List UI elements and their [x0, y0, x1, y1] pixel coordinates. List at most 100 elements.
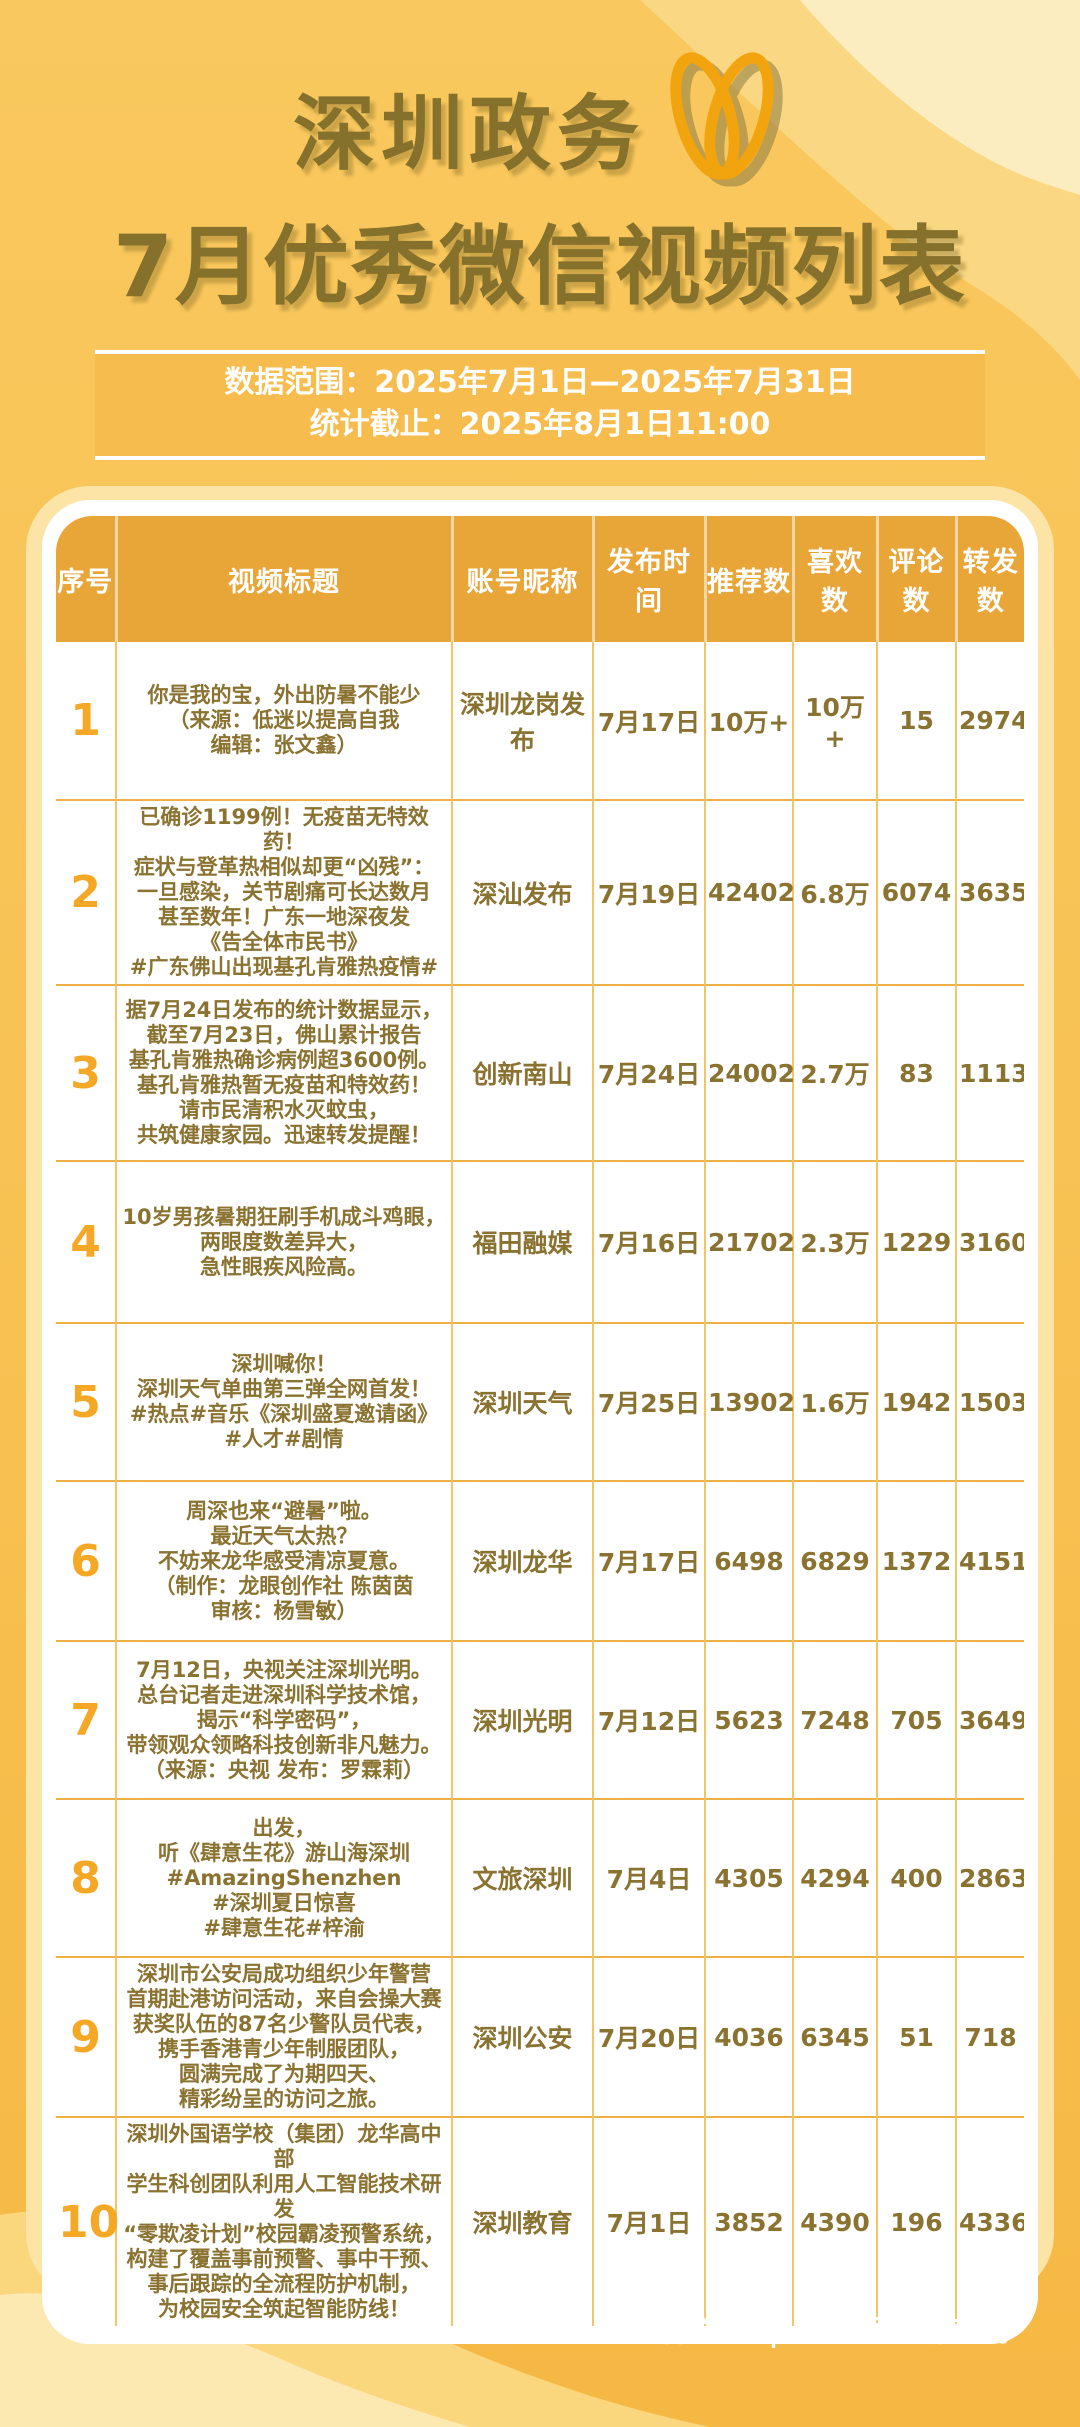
share-count: 36491 — [956, 1640, 1024, 1799]
video-title: 7月12日，央视关注深圳光明。 总台记者走进深圳科学技术馆， 揭示“科学密码”，… — [116, 1640, 453, 1799]
row-number: 5 — [56, 1322, 117, 1481]
account-name: 深圳天气 — [452, 1322, 594, 1481]
share-count: 297457 — [959, 706, 1024, 735]
row-number: 9 — [56, 1956, 117, 2117]
table-card: 序号 视频标题 账号昵称 发布时间 推荐数 喜欢数 评论数 转发数 1 你是我的宝… — [42, 500, 1038, 2344]
data-range-text: 数据范围：2025年7月1日—2025年7月31日 — [224, 365, 856, 400]
row-number: 10 — [56, 2116, 119, 2326]
like-count: 6345 — [793, 1956, 878, 2117]
comment-count: 6074 — [877, 799, 957, 985]
account-name: 深圳教育 — [452, 2116, 594, 2326]
table-row: 10 深圳外国语学校（集团）龙华高中部 学生科创团队利用人工智能技术研发 “零欺凌… — [56, 2116, 1024, 2326]
share-count: 4151 — [956, 1480, 1024, 1641]
video-title: 10岁男孩暑期狂刷手机成斗鸡眼， 两眼度数差异大， 急性眼疾风险高。 — [116, 1160, 453, 1323]
comment-count: 196 — [877, 2116, 957, 2326]
col-header-recommends: 推荐数 — [705, 516, 795, 642]
publish-date: 7月19日 — [593, 799, 706, 985]
stat-deadline-text: 统计截止：2025年8月1日11:00 — [309, 407, 771, 442]
col-header-account: 账号昵称 — [452, 516, 595, 642]
account-name: 福田融媒 — [452, 1160, 594, 1323]
video-title: 深圳市公安局成功组织少年警营 首期赴港访问活动，来自会操大赛 获奖队伍的87名少… — [116, 1956, 453, 2117]
comment-count: 1372 — [877, 1480, 957, 1641]
video-title: 据7月24日发布的统计数据显示， 截至7月23日，佛山累计报告 基孔肯雅热确诊病… — [116, 984, 453, 1161]
publish-date: 7月24日 — [593, 984, 706, 1161]
video-title: 出发， 听《肆意生花》游山海深圳 #AmazingShenzhen #深圳夏日惊… — [116, 1798, 453, 1957]
share-count: 363504 — [956, 799, 1024, 985]
share-count: 2863 — [956, 1798, 1024, 1957]
col-header-date: 发布时间 — [593, 516, 707, 642]
recommend-count: 21702 — [705, 1160, 795, 1323]
publish-date: 7月20日 — [593, 1956, 706, 2117]
like-count: 4390 — [793, 2116, 878, 2326]
recommend-count: 10万+ — [705, 642, 794, 800]
wechat-channels-icon — [670, 52, 783, 187]
comment-count: 51 — [877, 1956, 957, 2117]
col-header-likes: 喜欢数 — [793, 516, 879, 642]
row-number: 6 — [56, 1480, 117, 1641]
like-count: 1.6万 — [793, 1322, 878, 1481]
table-row: 1 你是我的宝，外出防暑不能少 （来源：低迷以提高自我 编辑：张文鑫） 深圳龙岗发布… — [56, 642, 1024, 800]
table-row: 6 周深也来“避暑”啦。 最近天气太热？ 不妨来龙华感受清凉夏意。 （制作：龙眼创… — [56, 1480, 1024, 1641]
video-title: 深圳喊你！ 深圳天气单曲第三弹全网首发！ #热点#音乐《深圳盛夏邀请函》 #人才… — [116, 1322, 453, 1481]
video-title: 深圳外国语学校（集团）龙华高中部 学生科创团队利用人工智能技术研发 “零欺凌计划… — [116, 2116, 453, 2326]
comment-count: 15 — [877, 642, 957, 800]
publish-date: 7月25日 — [593, 1322, 706, 1481]
table-row: 8 出发， 听《肆意生花》游山海深圳 #AmazingShenzhen #深圳夏日… — [56, 1798, 1024, 1957]
page-title-line1: 深圳政务 — [292, 86, 645, 182]
account-name: 创新南山 — [452, 984, 594, 1161]
like-count: 10万+ — [793, 642, 878, 800]
comment-count: 400 — [877, 1798, 957, 1957]
share-count: 111357 — [956, 984, 1024, 1161]
publish-date: 7月17日 — [593, 1480, 706, 1641]
col-header-title: 视频标题 — [116, 516, 454, 642]
video-title: 你是我的宝，外出防暑不能少 （来源：低迷以提高自我 编辑：张文鑫） — [116, 642, 453, 800]
row-number: 8 — [56, 1798, 117, 1957]
account-name: 深圳公安 — [452, 1956, 594, 2117]
like-count: 6829 — [793, 1480, 878, 1641]
row-number: 4 — [56, 1160, 117, 1323]
table-row: 5 深圳喊你！ 深圳天气单曲第三弹全网首发！ #热点#音乐《深圳盛夏邀请函》 #人… — [56, 1322, 1024, 1481]
account-name: 深圳光明 — [452, 1640, 594, 1799]
row-number: 3 — [56, 984, 117, 1161]
video-title: 已确诊1199例！无疫苗无特效药！ 症状与登革热相似却更“凶残”： 一旦感染，关… — [116, 799, 453, 985]
col-header-serial: 序号 — [56, 516, 118, 642]
video-rank-table: 序号 视频标题 账号昵称 发布时间 推荐数 喜欢数 评论数 转发数 1 你是我的宝… — [56, 516, 1024, 2326]
recommend-count: 4036 — [705, 1956, 794, 2117]
table-body: 1 你是我的宝，外出防暑不能少 （来源：低迷以提高自我 编辑：张文鑫） 深圳龙岗发布… — [56, 642, 1024, 2326]
publish-date: 7月12日 — [593, 1640, 706, 1799]
account-name: 深圳龙华 — [452, 1480, 594, 1641]
publish-date: 7月17日 — [593, 642, 706, 800]
comment-count: 1942 — [877, 1322, 957, 1481]
header: 深圳政务 7月优秀微信视频列表 — [0, 52, 1080, 321]
share-count: 15038 — [956, 1322, 1024, 1481]
account-name: 深汕发布 — [452, 799, 594, 985]
publish-date: 7月1日 — [593, 2116, 706, 2326]
account-name: 文旅深圳 — [452, 1798, 594, 1957]
col-header-shares: 转发数 — [956, 516, 1024, 642]
like-count: 2.7万 — [793, 984, 878, 1161]
like-count: 4294 — [793, 1798, 878, 1957]
table-row: 3 据7月24日发布的统计数据显示， 截至7月23日，佛山累计报告 基孔肯雅热确诊… — [56, 984, 1024, 1161]
recommend-count: 42402 — [705, 799, 795, 985]
publish-date: 7月4日 — [593, 1798, 706, 1957]
table-row: 2 已确诊1199例！无疫苗无特效药！ 症状与登革热相似却更“凶残”： 一旦感染，… — [56, 799, 1024, 985]
col-header-comments: 评论数 — [877, 516, 958, 642]
share-count: 316089 — [956, 1160, 1024, 1323]
recommend-count: 5623 — [705, 1640, 794, 1799]
comment-count: 83 — [877, 984, 957, 1161]
table-row: 7 7月12日，央视关注深圳光明。 总台记者走进深圳科学技术馆， 揭示“科学密码”… — [56, 1640, 1024, 1799]
row-number: 7 — [56, 1640, 117, 1799]
table-row: 4 10岁男孩暑期狂刷手机成斗鸡眼， 两眼度数差异大， 急性眼疾风险高。 福田融媒 7… — [56, 1160, 1024, 1323]
meta-band: 数据范围：2025年7月1日—2025年7月31日 统计截止：2025年8月1日… — [95, 350, 985, 460]
video-title: 周深也来“避暑”啦。 最近天气太热？ 不妨来龙华感受清凉夏意。 （制作：龙眼创作… — [116, 1480, 453, 1641]
recommend-count: 4305 — [705, 1798, 794, 1957]
share-count: 718 — [956, 1956, 1024, 2117]
table-header-row: 序号 视频标题 账号昵称 发布时间 推荐数 喜欢数 评论数 转发数 — [56, 516, 1024, 642]
like-count: 2.3万 — [793, 1160, 878, 1323]
recommend-count: 13902 — [705, 1322, 795, 1481]
like-count: 6.8万 — [793, 799, 878, 985]
comment-count: 1229 — [877, 1160, 957, 1323]
like-count: 7248 — [793, 1640, 878, 1799]
account-name: 深圳龙岗发布 — [452, 642, 594, 800]
recommend-count: 24002 — [705, 984, 795, 1161]
